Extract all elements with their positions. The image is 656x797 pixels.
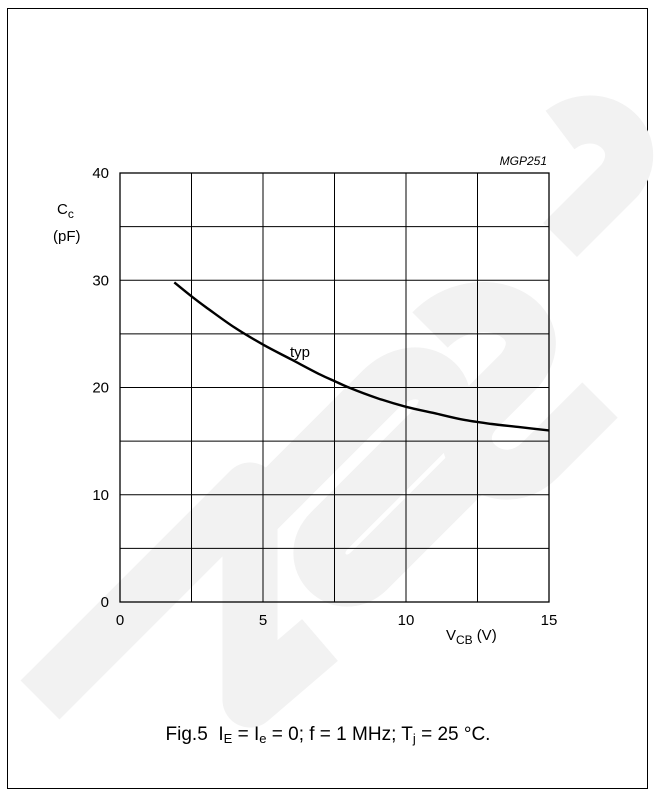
y-tick-label: 10 xyxy=(92,487,109,504)
caption-p1: I xyxy=(218,724,224,745)
chart-code: MGP251 xyxy=(500,154,547,168)
curves xyxy=(173,281,550,432)
caption-p2: = I xyxy=(232,724,260,745)
caption-fig: Fig.5 xyxy=(165,724,208,745)
caption-p4: = 25 °C. xyxy=(415,724,491,745)
series-line-typ xyxy=(173,281,550,432)
caption-s1: E xyxy=(223,731,233,746)
x-tick-label: 5 xyxy=(259,612,267,629)
y-axis-unit: (pF) xyxy=(53,228,81,245)
caption-s2: e xyxy=(259,731,267,746)
plot-area-border xyxy=(119,172,550,603)
grid xyxy=(120,173,549,602)
x-tick-label: 0 xyxy=(116,612,124,629)
y-tick-label: 20 xyxy=(92,380,109,397)
typ-annotation: typ xyxy=(290,344,310,361)
ticks: 0 5 10 15 0 10 20 30 40 xyxy=(92,165,557,629)
x-tick-label: 10 xyxy=(398,612,415,629)
caption-p3: = 0; f = 1 MHz; T xyxy=(266,724,413,745)
y-tick-label: 0 xyxy=(101,594,109,611)
x-tick-label: 15 xyxy=(541,612,558,629)
y-tick-label: 30 xyxy=(92,272,109,289)
y-axis-label: Cc xyxy=(57,201,74,221)
x-axis-label: VCB (V) xyxy=(446,627,497,647)
y-tick-label: 40 xyxy=(92,165,109,182)
caption-s3: j xyxy=(412,731,416,746)
figure-caption: Fig.5 IE = Ie = 0; f = 1 MHz; Tj = 25 °C… xyxy=(0,724,656,746)
figure-frame xyxy=(7,8,648,789)
